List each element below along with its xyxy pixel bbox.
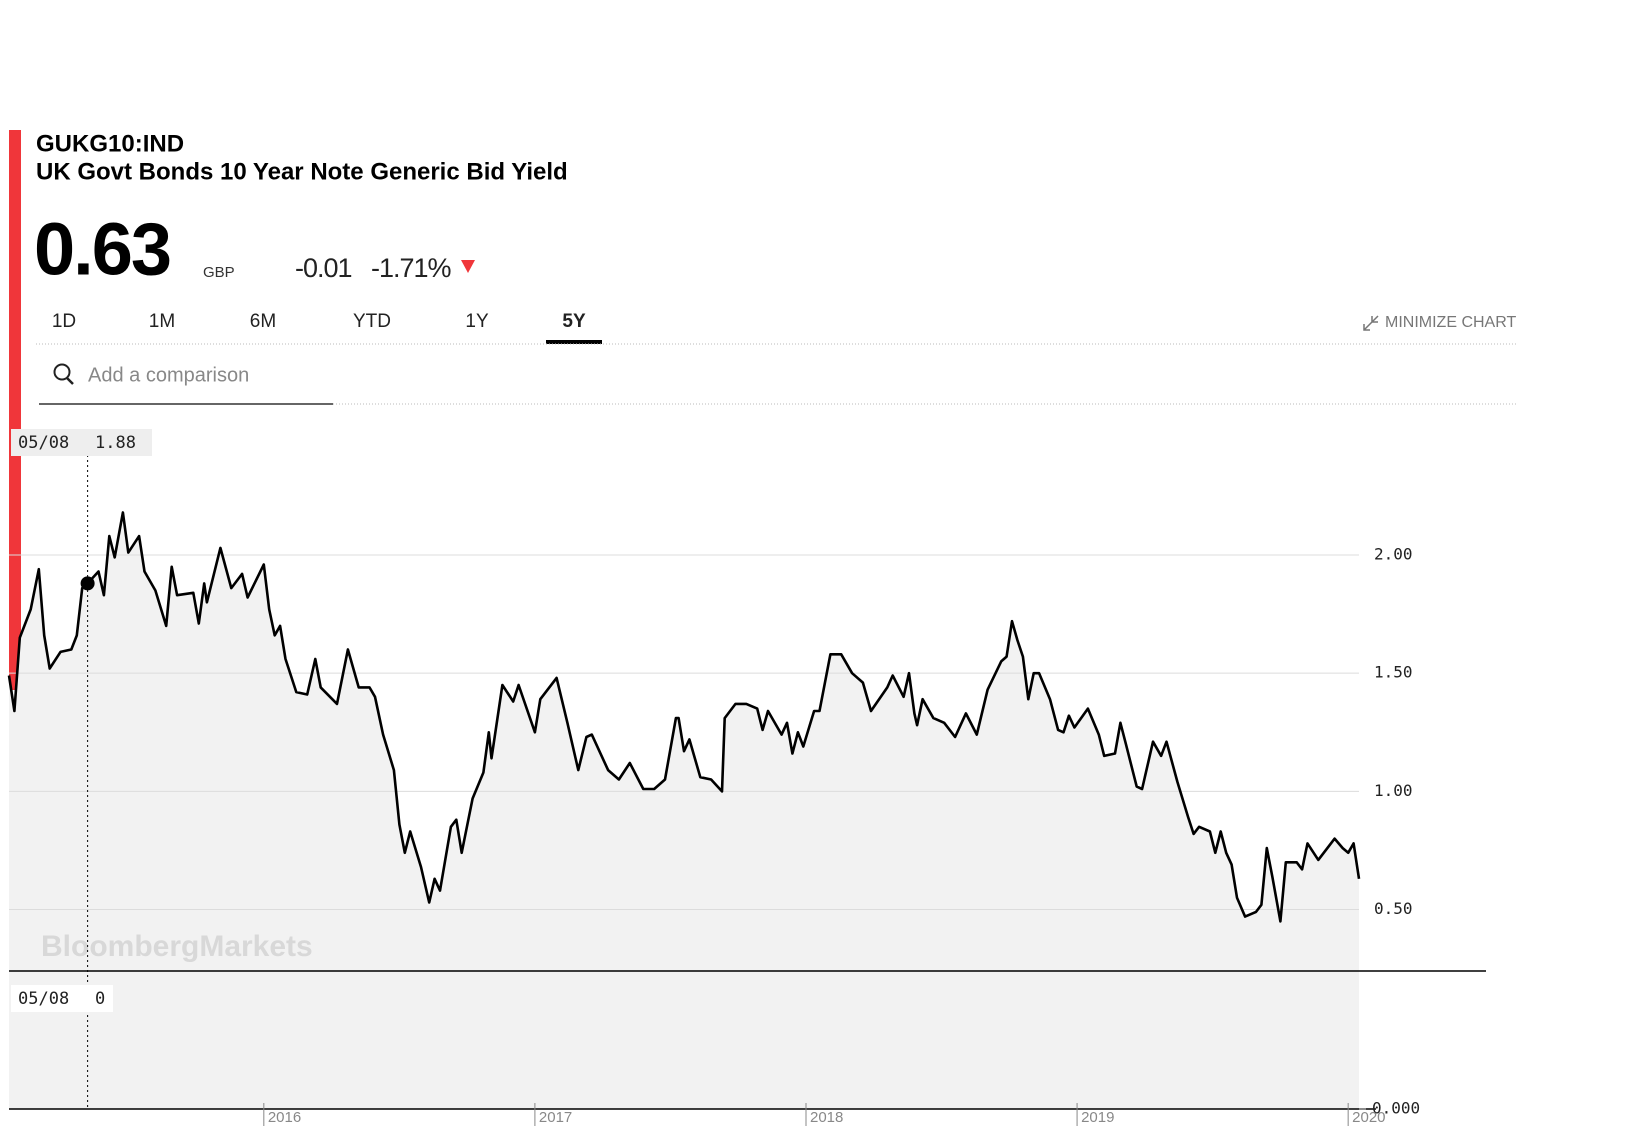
range-tab[interactable]: 1M	[149, 311, 175, 332]
accent-bar	[9, 130, 21, 690]
price-line	[7, 511, 1361, 923]
range-tabs: 1D 1M 6M YTD 1Y 5Y	[52, 311, 602, 344]
y-tick-label: 0.000	[1372, 1099, 1420, 1118]
comparison-search[interactable]: Add a comparison	[39, 363, 333, 405]
volume-crosshair-date: 05/08	[18, 989, 69, 1009]
minimize-button[interactable]: MINIMIZE CHART	[1363, 314, 1516, 331]
price: 0.63	[34, 208, 170, 291]
x-tick-label: 2017	[539, 1109, 572, 1126]
crosshair-value: 1.88	[95, 433, 136, 453]
active-tab-underline	[546, 340, 602, 344]
change: -0.01	[295, 253, 352, 283]
area-fill	[9, 512, 1359, 971]
range-tab[interactable]: 6M	[250, 311, 276, 332]
x-tick-label: 2019	[1081, 1109, 1114, 1126]
volume-crosshair-value: 0	[95, 989, 105, 1009]
chart: BloombergMarkets 0.50 1.00 1.50 2.00 05/08 1.8…	[7, 429, 1486, 1126]
range-tab[interactable]: 1D	[52, 311, 76, 332]
x-tick-label: 2018	[810, 1109, 843, 1126]
minimize-icon	[1363, 315, 1379, 331]
currency: GBP	[203, 264, 235, 281]
y-tick-label: 0.50	[1374, 899, 1413, 918]
range-tab[interactable]: 5Y	[562, 311, 586, 332]
minimize-label: MINIMIZE CHART	[1385, 314, 1516, 331]
y-tick-label: 2.00	[1374, 545, 1413, 564]
volume-crosshair-box	[11, 985, 113, 1012]
search-icon	[53, 363, 71, 381]
crosshair-date: 05/08	[18, 433, 69, 453]
volume-panel	[9, 971, 1359, 1109]
search-icon-handle	[66, 377, 74, 385]
instrument-name: UK Govt Bonds 10 Year Note Generic Bid Y…	[36, 158, 568, 185]
crosshair-box	[11, 429, 152, 456]
search-placeholder: Add a comparison	[88, 364, 249, 386]
x-tick-label: 2016	[268, 1109, 301, 1126]
ticker: GUKG10:IND	[36, 130, 184, 157]
y-tick-label: 1.00	[1374, 781, 1413, 800]
change-percent: -1.71%	[371, 253, 452, 283]
y-tick-label: 1.50	[1374, 663, 1413, 682]
range-tab[interactable]: YTD	[353, 311, 391, 332]
watermark: BloombergMarkets	[41, 930, 313, 963]
down-arrow	[461, 260, 475, 273]
range-tab[interactable]: 1Y	[465, 311, 489, 332]
x-tick-label: 2020	[1352, 1109, 1385, 1126]
crosshair-dot	[80, 576, 95, 591]
